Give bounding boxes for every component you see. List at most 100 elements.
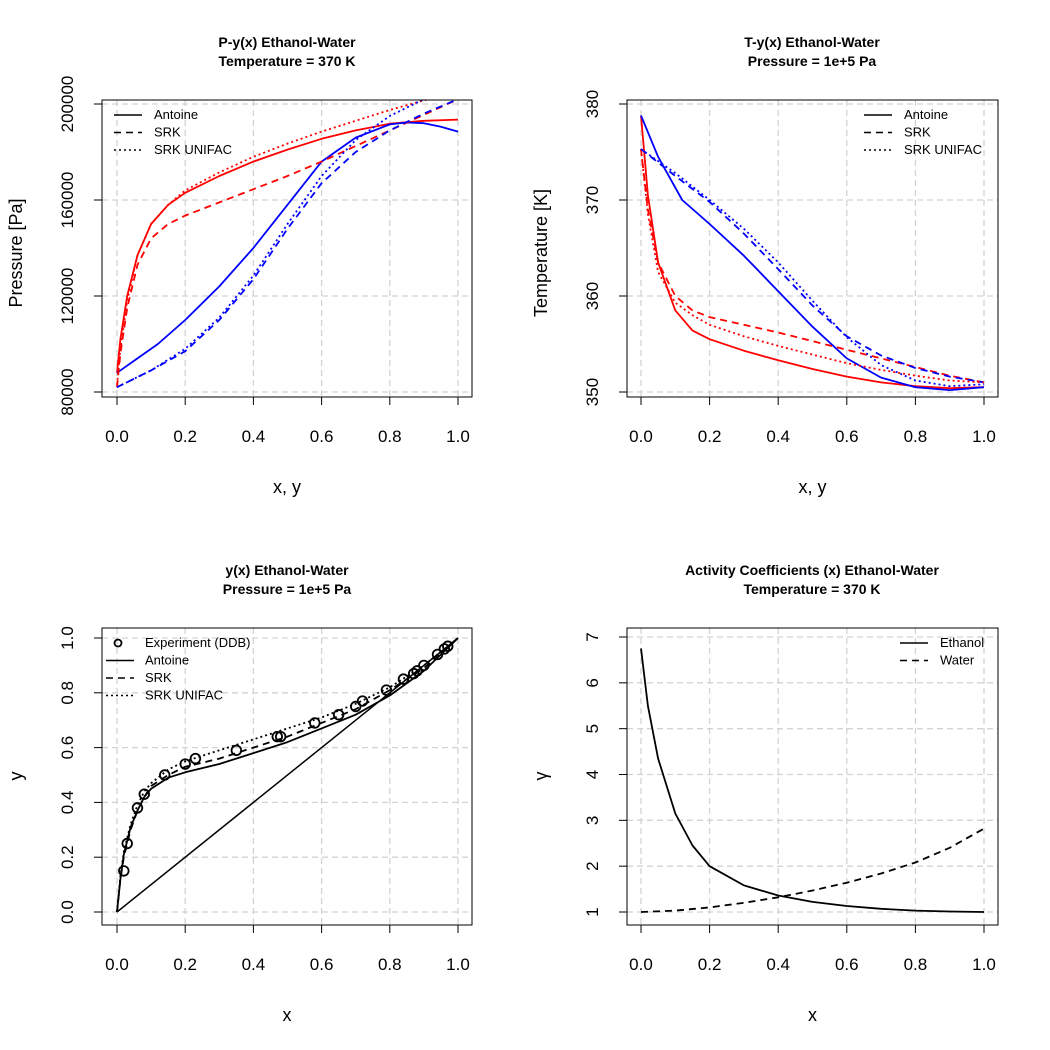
x-tick-label: 0.4	[766, 427, 790, 446]
series-line-srk-unifac-dew	[640, 148, 985, 388]
plot-frame	[626, 627, 999, 926]
x-axis-label: x	[808, 1005, 817, 1025]
plot-frame	[101, 627, 473, 926]
chart-panel-4: Activity Coefficients (x) Ethanol-Water T…	[531, 562, 999, 1025]
chart-title: Activity Coefficients (x) Ethanol-Water	[685, 562, 939, 578]
legend-label: Water	[940, 653, 975, 668]
y-tick-label: 120000	[58, 268, 77, 325]
series-line-srk-dew	[640, 148, 985, 384]
chart-panel-1: P-y(x) Ethanol-Water Temperature = 370 K 0…	[6, 34, 473, 497]
plot-frame	[626, 99, 999, 398]
x-tick-label: 0.4	[242, 427, 266, 446]
legend-marker	[113, 638, 123, 648]
experiment-point	[380, 684, 393, 696]
x-tick-label: 0.8	[904, 955, 928, 974]
chart-subtitle: Temperature = 370 K	[743, 581, 880, 597]
x-tick-label: 0.2	[173, 427, 197, 446]
x-tick-label: 0.0	[105, 955, 129, 974]
legend: Antoine SRK SRK UNIFAC	[864, 107, 982, 157]
x-tick-label: 0.6	[310, 955, 334, 974]
x-axis-label: x, y	[798, 477, 826, 497]
y-axis-label: y	[6, 772, 26, 781]
x-tick-label: 0.4	[242, 955, 266, 974]
y-tick-label: 1.0	[58, 626, 77, 650]
x-axis-label: x	[283, 1005, 292, 1025]
x-tick-label: 0.8	[904, 427, 928, 446]
y-tick-label: 370	[583, 186, 602, 214]
experiment-point	[138, 788, 150, 800]
x-tick-label: 1.0	[972, 427, 996, 446]
experiment-point	[274, 730, 287, 743]
y-tick-label: 360	[583, 282, 602, 310]
y-tick-label: 0.0	[58, 900, 77, 924]
x-tick-label: 0.6	[835, 955, 859, 974]
series-line-antoine-dew	[640, 115, 985, 391]
x-tick-label: 0.0	[105, 427, 129, 446]
chart-title: y(x) Ethanol-Water	[225, 562, 349, 578]
series-line-srk-unifac-bubble	[640, 149, 985, 384]
experiment-point	[189, 752, 202, 765]
grid	[627, 628, 998, 925]
series-line-srk-bubble	[116, 100, 459, 388]
x-tick-label: 0.2	[698, 955, 722, 974]
chart-title: P-y(x) Ethanol-Water	[218, 34, 356, 50]
y-tick-label: 380	[583, 90, 602, 118]
plot-area	[640, 648, 985, 913]
legend-label: Experiment (DDB)	[145, 635, 250, 650]
y-tick-label: 6	[583, 678, 602, 687]
x-tick-label: 1.0	[972, 955, 996, 974]
experiment-point	[230, 744, 243, 757]
experiment-point	[350, 700, 362, 713]
legend: Ethanol Water	[900, 635, 984, 668]
grid	[102, 100, 472, 397]
plot-area	[116, 100, 459, 389]
x-tick-label: 1.0	[446, 427, 470, 446]
series-line-ethanol	[640, 648, 985, 913]
y-axis-label: γ	[531, 772, 551, 781]
chart-panel-2: T-y(x) Ethanol-Water Pressure = 1e+5 Pa 0.…	[531, 34, 999, 497]
x-tick-label: 0.6	[835, 427, 859, 446]
experiment-point	[418, 659, 430, 672]
legend-label: SRK	[145, 670, 172, 685]
chart-title: T-y(x) Ethanol-Water	[744, 34, 880, 50]
experiment-point	[407, 667, 420, 680]
x-tick-label: 0.0	[629, 955, 653, 974]
series-line-antoine-bubble	[116, 118, 459, 373]
x-tick-label: 0.6	[310, 427, 334, 446]
chart-subtitle: Pressure = 1e+5 Pa	[223, 581, 352, 597]
experiment-point	[397, 673, 410, 685]
legend: Antoine SRK SRK UNIFAC	[114, 107, 232, 157]
x-tick-label: 0.4	[766, 955, 790, 974]
series-line-srk-dew	[116, 100, 459, 389]
y-tick-label: 2	[583, 861, 602, 870]
legend-label: SRK UNIFAC	[145, 688, 223, 703]
plot-frame	[101, 99, 473, 398]
y-tick-label: 0.6	[58, 736, 77, 760]
experiment-point	[159, 769, 171, 781]
experiment-point	[356, 695, 369, 707]
experiment-point	[118, 865, 130, 877]
legend-label: Antoine	[904, 107, 948, 122]
series-line-antoine-dew	[116, 121, 459, 374]
y-axis-label: Pressure [Pa]	[6, 198, 26, 307]
y-tick-label: 0.8	[58, 681, 77, 705]
x-tick-label: 0.0	[629, 427, 653, 446]
legend-label: SRK UNIFAC	[154, 142, 232, 157]
y-tick-label: 4	[583, 770, 602, 779]
experiment-point	[121, 837, 133, 850]
y-tick-label: 0.2	[58, 845, 77, 869]
series-line-srk-unifac-dew	[116, 100, 425, 389]
legend-label: Antoine	[145, 653, 189, 668]
y-tick-label: 80000	[58, 368, 77, 415]
plot-area	[116, 637, 459, 913]
experiment-point	[332, 709, 345, 721]
series-line-water	[640, 827, 985, 913]
experiment-point	[309, 717, 321, 729]
y-tick-label: 7	[583, 632, 602, 641]
series-line-srk-unifac-bubble	[116, 100, 431, 385]
experiment-point	[431, 648, 444, 661]
y-tick-label: 0.4	[58, 791, 77, 815]
chart-subtitle: Pressure = 1e+5 Pa	[748, 53, 877, 69]
experiment-point	[131, 802, 144, 814]
